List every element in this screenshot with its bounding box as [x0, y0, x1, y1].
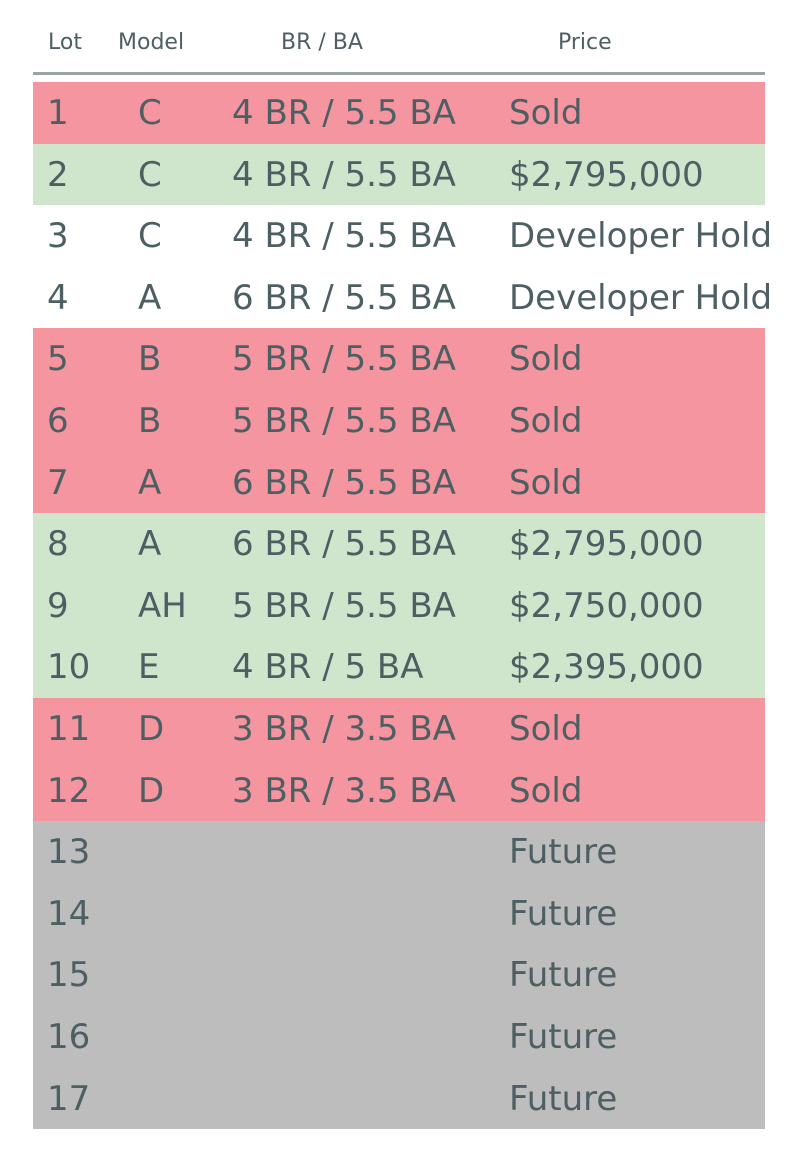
lot-cell: 13 [47, 832, 91, 873]
price-cell: Developer Hold [509, 277, 773, 318]
model-cell: A [138, 462, 162, 503]
table-row: 10 E 4 BR / 5 BA $2,395,000 [33, 636, 765, 698]
lot-cell: 12 [47, 770, 91, 811]
price-cell: Sold [509, 339, 583, 380]
br-ba-cell: 4 BR / 5.5 BA [232, 216, 456, 257]
model-cell: C [138, 216, 162, 257]
header-divider [33, 72, 765, 75]
table-row: 2 C 4 BR / 5.5 BA $2,795,000 [33, 143, 765, 206]
br-ba-cell: 6 BR / 5.5 BA [232, 524, 456, 565]
price-cell: $2,795,000 [509, 524, 704, 565]
br-ba-cell: 5 BR / 5.5 BA [232, 339, 456, 380]
header-lot: Lot [48, 30, 82, 55]
br-ba-cell: 5 BR / 5.5 BA [232, 585, 456, 626]
lot-cell: 3 [47, 216, 69, 257]
table-row: 14 Future [33, 882, 765, 945]
price-cell: $2,795,000 [509, 154, 704, 195]
model-cell: A [138, 277, 162, 318]
lot-cell: 10 [47, 647, 91, 688]
model-cell: AH [138, 585, 187, 626]
model-cell: B [138, 400, 162, 441]
price-cell: $2,750,000 [509, 585, 704, 626]
br-ba-cell: 3 BR / 3.5 BA [232, 708, 456, 749]
price-cell: Future [509, 893, 618, 934]
table-row: 5 B 5 BR / 5.5 BA Sold [33, 328, 765, 390]
table-row: 8 A 6 BR / 5.5 BA $2,795,000 [33, 513, 765, 575]
table-row: 17 Future [33, 1067, 765, 1130]
model-cell: B [138, 339, 162, 380]
br-ba-cell: 6 BR / 5.5 BA [232, 277, 456, 318]
header-price: Price [558, 30, 612, 55]
price-cell: Sold [509, 770, 583, 811]
price-cell: $2,395,000 [509, 647, 704, 688]
price-cell: Sold [509, 462, 583, 503]
lot-cell: 5 [47, 339, 69, 380]
price-cell: Future [509, 955, 618, 996]
price-cell: Future [509, 1078, 618, 1119]
lot-cell: 1 [47, 93, 69, 133]
price-cell: Future [509, 832, 618, 873]
table-header-row: Lot Model BR / BA Price [33, 0, 765, 72]
model-cell: C [138, 154, 162, 195]
model-cell: E [138, 647, 160, 688]
lot-cell: 9 [47, 585, 69, 626]
price-cell: Sold [509, 400, 583, 441]
model-cell: D [138, 770, 165, 811]
table-row: 3 C 4 BR / 5.5 BA Developer Hold [33, 205, 772, 267]
lot-cell: 14 [47, 893, 91, 934]
table-row: 16 Future [33, 1005, 765, 1068]
lot-cell: 15 [47, 955, 91, 996]
lot-cell: 6 [47, 400, 69, 441]
lot-cell: 2 [47, 154, 69, 195]
br-ba-cell: 4 BR / 5.5 BA [232, 93, 456, 133]
table-row: 4 A 6 BR / 5.5 BA Developer Hold [33, 266, 772, 329]
model-cell: C [138, 93, 162, 133]
table-row: 11 D 3 BR / 3.5 BA Sold [33, 697, 765, 760]
table-row: 13 Future [33, 821, 765, 883]
price-cell: Future [509, 1016, 618, 1057]
lot-cell: 17 [47, 1078, 91, 1119]
br-ba-cell: 4 BR / 5 BA [232, 647, 424, 688]
table-row: 9 AH 5 BR / 5.5 BA $2,750,000 [33, 574, 765, 637]
br-ba-cell: 6 BR / 5.5 BA [232, 462, 456, 503]
lot-cell: 16 [47, 1016, 91, 1057]
br-ba-cell: 3 BR / 3.5 BA [232, 770, 456, 811]
model-cell: A [138, 524, 162, 565]
lot-cell: 4 [47, 277, 69, 318]
lot-cell: 7 [47, 462, 69, 503]
table-row: 12 D 3 BR / 3.5 BA Sold [33, 759, 765, 822]
lot-cell: 11 [47, 708, 91, 749]
header-model: Model [118, 30, 185, 55]
table-row: 1 C 4 BR / 5.5 BA Sold [33, 82, 765, 144]
br-ba-cell: 4 BR / 5.5 BA [232, 154, 456, 195]
table-row: 15 Future [33, 944, 765, 1006]
price-cell: Developer Hold [509, 216, 773, 257]
table-row: 6 B 5 BR / 5.5 BA Sold [33, 389, 765, 452]
price-cell: Sold [509, 708, 583, 749]
table-row: 7 A 6 BR / 5.5 BA Sold [33, 451, 765, 514]
header-br-ba: BR / BA [281, 30, 363, 55]
model-cell: D [138, 708, 165, 749]
br-ba-cell: 5 BR / 5.5 BA [232, 400, 456, 441]
lot-cell: 8 [47, 524, 69, 565]
price-cell: Sold [509, 93, 583, 133]
table-body: 1 C 4 BR / 5.5 BA Sold 2 C 4 BR / 5.5 BA $2,795… [33, 82, 772, 1130]
lot-availability-table: Lot Model BR / BA Price 1 C 4 BR / 5.5 BA S… [33, 0, 772, 1130]
